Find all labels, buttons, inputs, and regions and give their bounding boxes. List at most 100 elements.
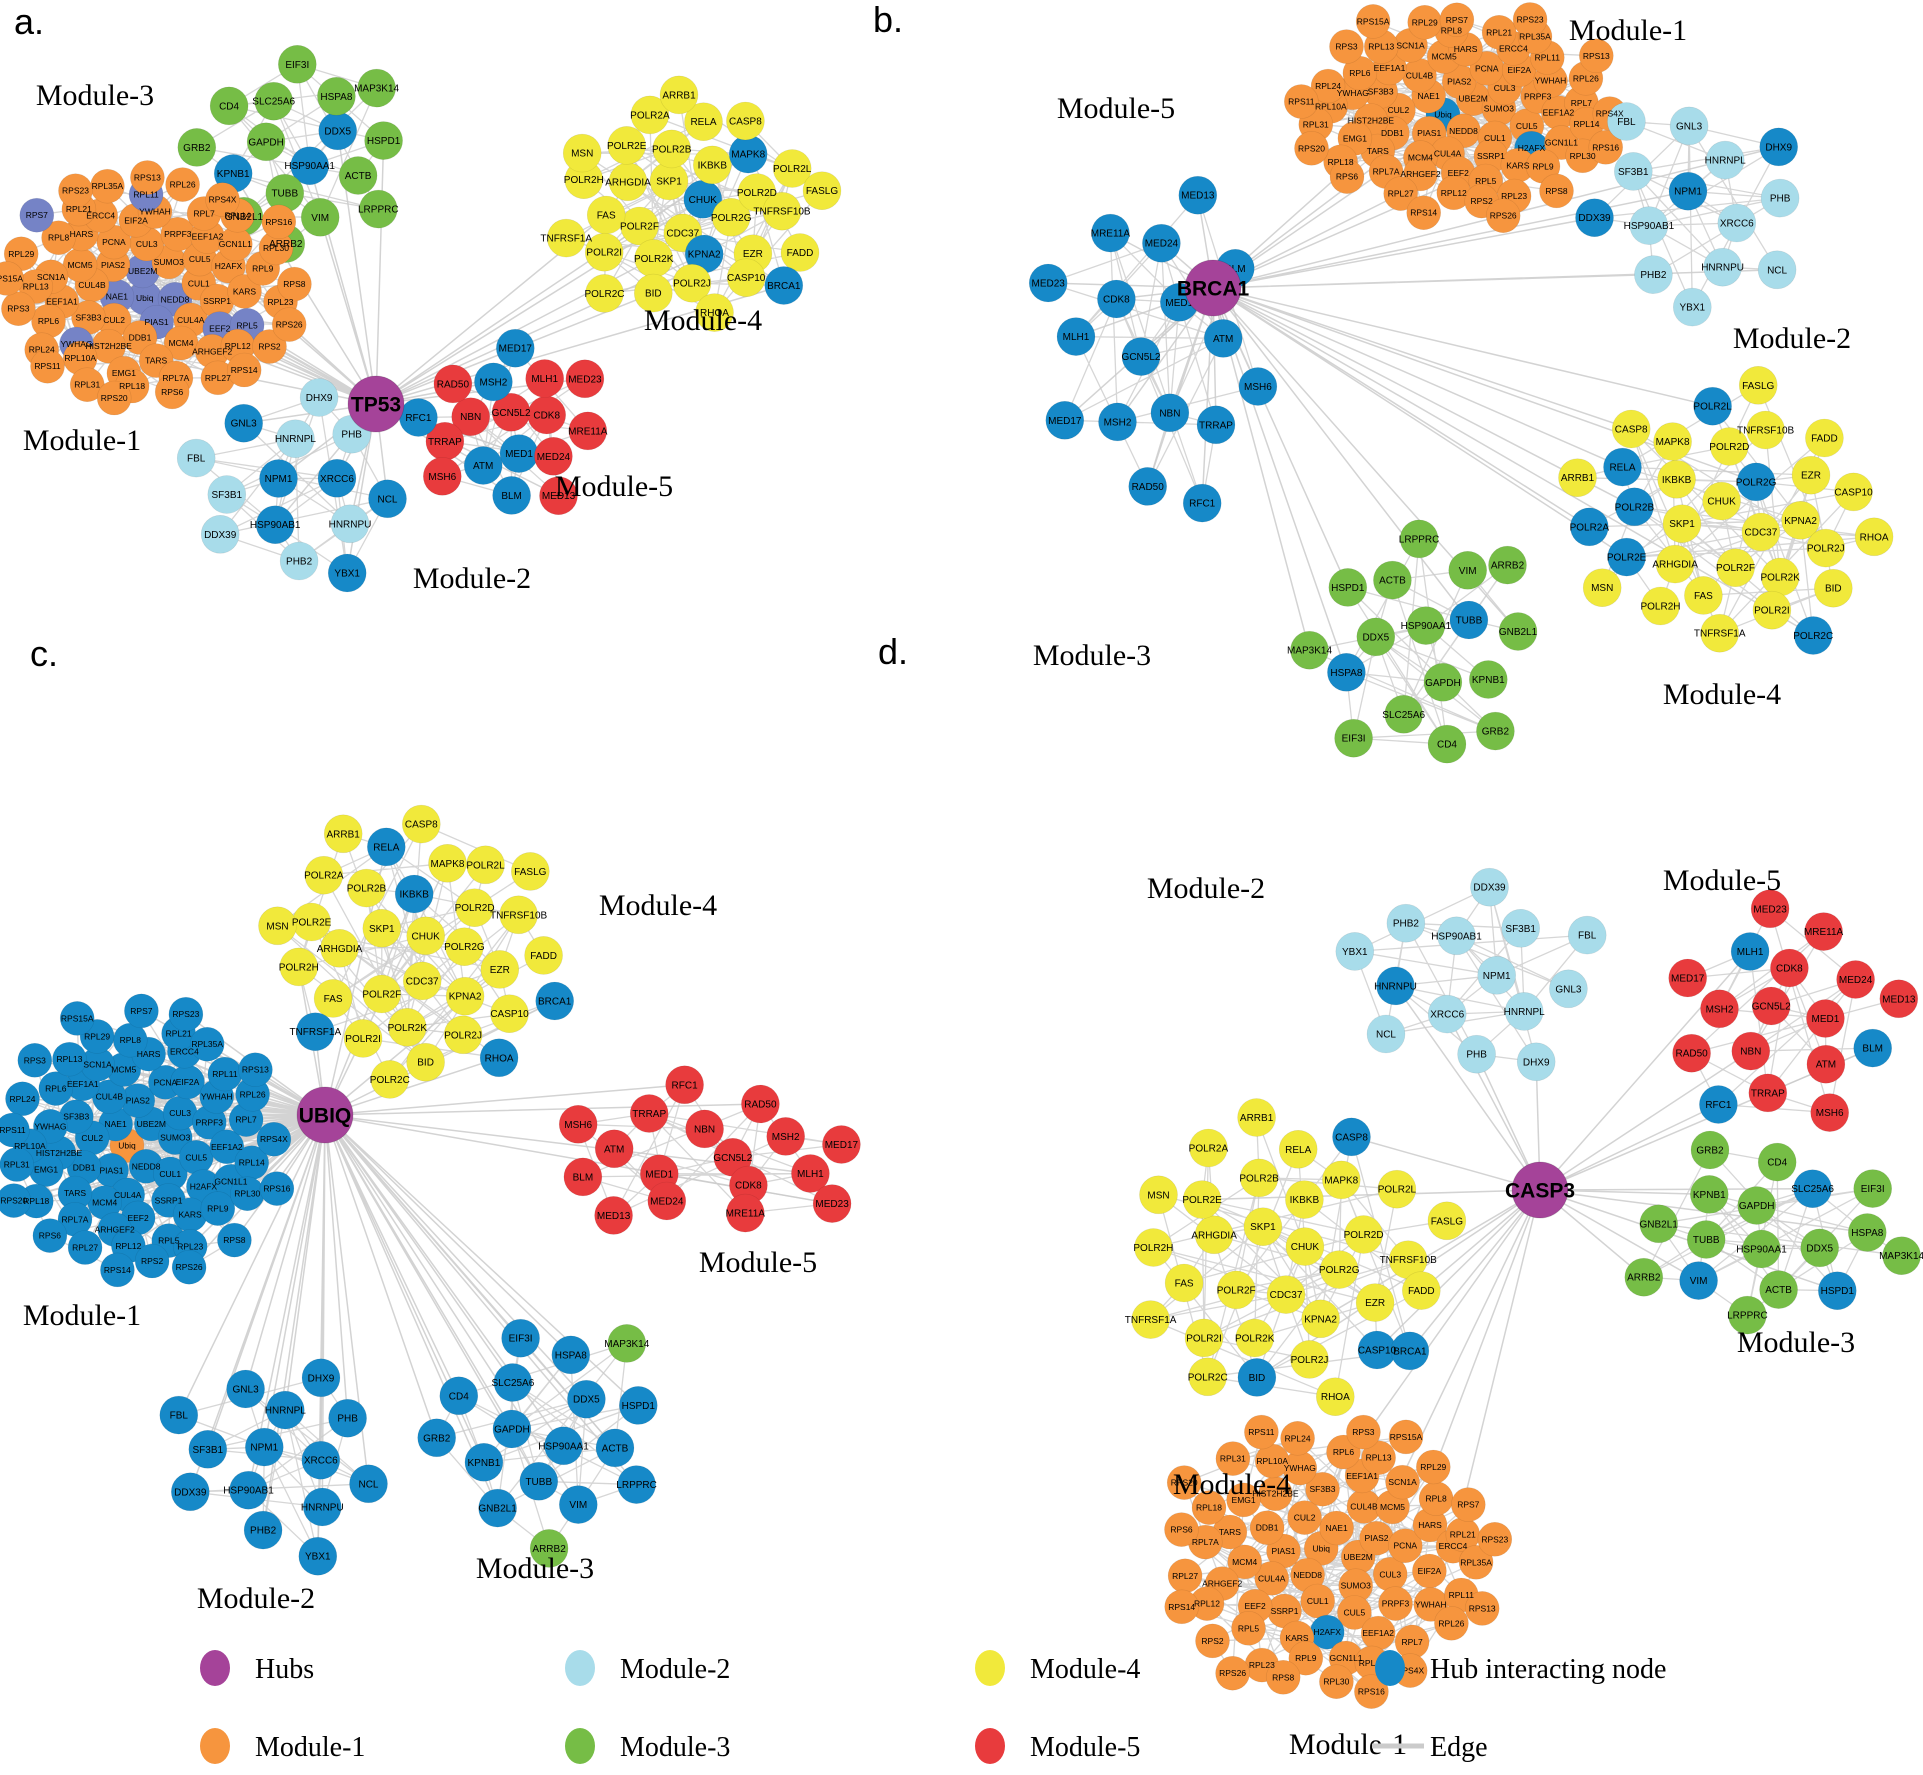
node-label-CDC37: CDC37 (406, 976, 439, 987)
node-RPS14 (1406, 195, 1441, 230)
node-label-MAP3K14: MAP3K14 (354, 84, 399, 95)
node-label-MED17: MED17 (499, 344, 533, 355)
node-label-RPL30: RPL30 (234, 1189, 260, 1199)
node-label-EEF1A1: EEF1A1 (67, 1079, 99, 1089)
node-label-BID: BID (1249, 1373, 1266, 1384)
node-label-TARS: TARS (145, 356, 167, 366)
node-label-RPS16: RPS16 (1592, 142, 1619, 152)
node-label-EZR: EZR (743, 249, 763, 260)
node-label-MLH1: MLH1 (797, 1169, 824, 1180)
node-label-MAPK8: MAPK8 (1324, 1175, 1358, 1186)
node-label-RPS23: RPS23 (1481, 1534, 1508, 1544)
node-label-RPL35A: RPL35A (1460, 1557, 1492, 1567)
node-ATM (1806, 1044, 1846, 1084)
node-RPS20 (0, 1183, 32, 1218)
node-label-POLR2F: POLR2F (1716, 563, 1755, 574)
node-POLR2D (1710, 427, 1749, 466)
node-label-NBN: NBN (1159, 408, 1180, 419)
node-label-RPL27: RPL27 (1172, 1571, 1198, 1581)
node-label-GAPDH: GAPDH (248, 137, 284, 148)
node-label-POLR2A: POLR2A (304, 871, 344, 882)
node-RELA (684, 102, 723, 141)
node-label-UBE2M: UBE2M (1344, 1552, 1373, 1562)
node-label-TARS: TARS (64, 1188, 86, 1198)
node-label-CUL4B: CUL4B (1406, 70, 1434, 80)
node-GNL3 (226, 1369, 265, 1409)
node-EZR (1791, 455, 1831, 495)
node-MED1 (1806, 999, 1845, 1038)
node-label-MRE11A: MRE11A (1804, 927, 1844, 938)
node-label-POLR2G: POLR2G (1736, 477, 1777, 488)
node-label-RPL24: RPL24 (10, 1094, 36, 1104)
node-label-YWHAG: YWHAG (34, 1121, 66, 1131)
node-label-MCM5: MCM5 (68, 260, 93, 270)
node-NBN (1731, 1031, 1771, 1071)
node-label-RPL7A: RPL7A (1192, 1537, 1219, 1547)
node-SLC25A6 (493, 1363, 533, 1402)
node-label-IKBKB: IKBKB (399, 890, 429, 901)
node-label-CUL1: CUL1 (1307, 1596, 1329, 1606)
node-label-RPL31: RPL31 (4, 1159, 30, 1169)
node-label-HNRNPU: HNRNPU (329, 519, 372, 530)
module-label-d-module4: Module-4 (1173, 1468, 1291, 1501)
node-BLM (492, 476, 531, 515)
node-label-ARRB2: ARRB2 (1491, 561, 1525, 572)
node-label-POLR2K: POLR2K (388, 1023, 428, 1034)
node-label-POLR2F: POLR2F (620, 222, 659, 233)
node-GCN5L2 (1751, 986, 1791, 1026)
node-ACTB (1373, 560, 1412, 600)
node-POLR2E (607, 126, 647, 165)
node-CUL1 (1300, 1583, 1335, 1619)
node-label-HSPD1: HSPD1 (367, 136, 401, 147)
node-label-MCM4: MCM4 (1232, 1557, 1257, 1567)
node-POLR2D (455, 888, 494, 928)
node-TRRAP (1748, 1073, 1788, 1113)
node-FADD (1402, 1271, 1441, 1310)
node-label-SCN1A: SCN1A (37, 272, 66, 282)
node-FADD (780, 233, 820, 272)
node-RPS15A (0, 261, 24, 296)
node-label-TNFRSF1A: TNFRSF1A (1125, 1315, 1177, 1326)
node-RPL5 (1231, 1611, 1266, 1646)
node-RPS8 (277, 266, 312, 302)
node-label-DHX9: DHX9 (308, 1373, 335, 1384)
node-label-RHOA: RHOA (485, 1053, 514, 1064)
node-label-SF3B3: SF3B3 (1310, 1484, 1336, 1494)
node-XRCC6 (1427, 994, 1467, 1034)
node-label-CDK8: CDK8 (735, 1181, 762, 1192)
node-label-RELA: RELA (690, 117, 716, 128)
node-label-RPS6: RPS6 (39, 1231, 61, 1241)
node-POLR2A (1189, 1128, 1228, 1168)
node-label-BRCA1: BRCA1 (538, 997, 572, 1008)
node-label-CUL2: CUL2 (1294, 1513, 1316, 1523)
node-label-RPS3: RPS3 (24, 1055, 46, 1065)
node-label-RPL7: RPL7 (1401, 1637, 1423, 1647)
node-label-H2AFX: H2AFX (215, 261, 243, 271)
node-label-PIAS2: PIAS2 (126, 1096, 150, 1106)
node-label-TUBB: TUBB (1693, 1235, 1720, 1246)
node-label-EEF2: EEF2 (127, 1213, 149, 1223)
node-label-NCL: NCL (377, 494, 397, 505)
node-label-MSH2: MSH2 (772, 1132, 800, 1143)
node-label-MLH1: MLH1 (1737, 947, 1764, 958)
node-label-RPS23: RPS23 (172, 1009, 199, 1019)
node-MED23 (1028, 263, 1068, 303)
legend-label-edge: Edge (1430, 1732, 1488, 1763)
node-label-MCM4: MCM4 (92, 1198, 117, 1208)
node-POLR2J (672, 263, 712, 303)
node-YBX1 (298, 1536, 338, 1576)
node-IKBKB (1657, 459, 1696, 499)
node-BRCA1 (764, 266, 804, 305)
node-label-POLR2H: POLR2H (1640, 602, 1680, 613)
legend-swatch-module-3 (565, 1728, 595, 1764)
node-MED24 (647, 1181, 687, 1221)
node-CASP8 (1611, 409, 1651, 449)
node-label-RPS15A: RPS15A (1390, 1432, 1423, 1442)
node-label-RPL26: RPL26 (1573, 73, 1599, 83)
node-label-DDX5: DDX5 (1806, 1243, 1833, 1254)
node-label-YWHAG: YWHAG (1337, 88, 1369, 98)
node-label-YWHAG: YWHAG (1284, 1463, 1316, 1473)
node-label-SLC25A6: SLC25A6 (491, 1378, 534, 1389)
node-label-BRCA1: BRCA1 (1393, 1346, 1427, 1357)
hub-label-TP53: TP53 (351, 393, 401, 416)
